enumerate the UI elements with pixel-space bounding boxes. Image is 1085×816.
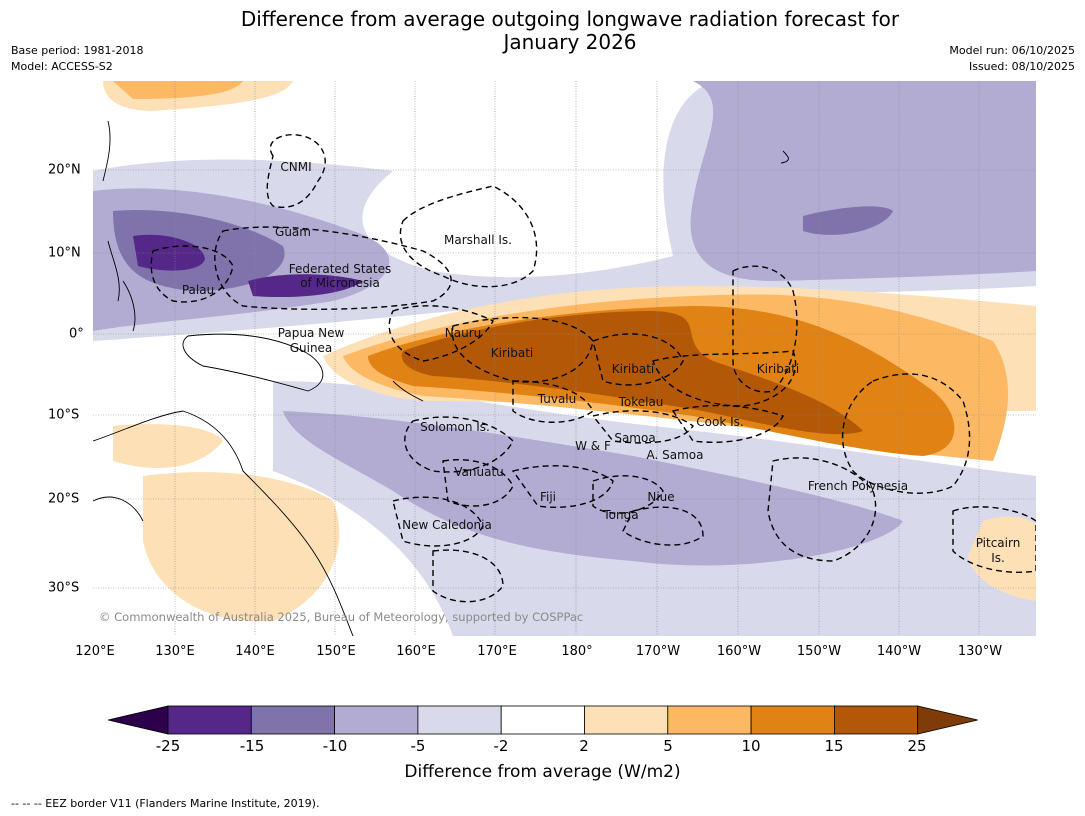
colorbar-segment-7 [667, 705, 752, 735]
colorbar-segment-8 [750, 705, 835, 735]
colorbar-segment-4 [417, 705, 502, 735]
model-run: Model run: 06/10/2025 [949, 44, 1075, 57]
colorbar-segment-6 [584, 705, 669, 735]
colorbar-segments [108, 705, 978, 735]
cbar-label-7: 10 [741, 737, 761, 755]
patch-peach-southeast [968, 516, 1036, 601]
lat-tick-20s: 20°S [48, 491, 80, 507]
lon-tick-150w: 150°W [796, 644, 842, 659]
lon-tick-170e: 170°E [477, 644, 517, 659]
title-line-1: Difference from average outgoing longwav… [240, 7, 900, 31]
cbar-label-2: -10 [322, 737, 348, 755]
band-dark-orange [401, 311, 863, 435]
label-kiribati-east: Kiribati [756, 362, 800, 376]
cbar-label-1: -15 [239, 737, 265, 755]
label-kiribati-west: Kiribati [490, 346, 534, 360]
colorbar-segment-2 [250, 705, 336, 735]
chart-title: Difference from average outgoing longwav… [120, 8, 1020, 54]
colorbar-extend-low [108, 705, 169, 735]
label-samoa: Samoa [614, 431, 656, 445]
lon-tick-160w: 160°W [716, 644, 762, 659]
meta-left: Base period: 1981-2018 Model: ACCESS-S2 [11, 43, 143, 75]
eez-borders [150, 134, 1036, 603]
lat-tick-30s: 30°S [48, 580, 80, 596]
label-fiji: Fiji [539, 490, 557, 504]
label-guam: Guam [275, 225, 311, 239]
lon-tick-170w: 170°W [635, 644, 681, 659]
lon-tick-140w: 140°W [876, 644, 922, 659]
lat-tick-10s: 10°S [48, 407, 80, 423]
patch-light-orange-nw [113, 81, 243, 99]
label-tokelau: Tokelau [618, 395, 664, 409]
lon-tick-120e: 120°E [75, 644, 115, 659]
lat-tick-0: 0° [69, 326, 84, 342]
colorbar [108, 705, 978, 735]
band-dark-purple-east [803, 206, 893, 235]
cbar-label-0: -25 [155, 737, 181, 755]
label-nauru: Nauru [444, 326, 482, 340]
cbar-label-3: -5 [410, 737, 426, 755]
map-panel[interactable]: CNMI Guam Marshall Is. Federated States … [93, 81, 1036, 636]
lon-tick-150e: 150°E [316, 644, 356, 659]
cbar-label-8: 15 [824, 737, 844, 755]
label-solomon-is: Solomon Is. [420, 420, 490, 434]
band-darkest-purple-2 [248, 274, 363, 298]
label-fsm-2: of Micronesia [300, 276, 380, 290]
label-american-samoa: A. Samoa [646, 448, 704, 462]
label-tonga: Tonga [603, 508, 639, 522]
base-period: Base period: 1981-2018 [11, 44, 144, 57]
colorbar-segment-5 [500, 705, 585, 735]
label-png-1: Papua New [277, 326, 345, 340]
label-new-caledonia: New Caledonia [402, 518, 492, 532]
label-tuvalu: Tuvalu [537, 392, 577, 406]
title-line-2: January 2026 [503, 30, 637, 54]
colorbar-title: Difference from average (W/m2) [404, 762, 681, 782]
colorbar-segment-3 [334, 705, 419, 735]
label-kiribati-central: Kiribati [611, 362, 655, 376]
label-png-2: Guinea [289, 341, 333, 355]
lat-tick-10n: 10°N [48, 245, 81, 261]
lon-tick-130w: 130°W [957, 644, 1003, 659]
label-fsm-1: Federated States [288, 262, 392, 276]
coastlines [93, 120, 789, 636]
olr-anomaly-field [93, 81, 1036, 636]
model-name: Model: ACCESS-S2 [11, 60, 113, 73]
label-wallis-futuna: W & F [575, 439, 611, 453]
patch-peach-australia-2 [143, 472, 340, 622]
cbar-label-4: -2 [493, 737, 509, 755]
colorbar-extend-high [917, 705, 978, 735]
label-marshall: Marshall Is. [444, 233, 512, 247]
cbar-label-5: 2 [579, 737, 589, 755]
band-purple-north [690, 81, 1036, 281]
label-palau: Palau [181, 283, 215, 297]
label-pitcairn-2: Is. [991, 551, 1005, 565]
lon-tick-180: 180° [561, 644, 593, 659]
cbar-label-9: 25 [907, 737, 927, 755]
label-cook-is: Cook Is. [696, 415, 744, 429]
lon-tick-130e: 130°E [155, 644, 195, 659]
label-cnmi: CNMI [280, 160, 312, 174]
patch-peach-australia [113, 424, 223, 469]
cbar-label-6: 5 [663, 737, 673, 755]
label-french-polynesia: French Polynesia [807, 479, 909, 493]
label-niue: Niue [647, 490, 675, 504]
lat-tick-20n: 20°N [48, 162, 81, 178]
lon-tick-160e: 160°E [396, 644, 436, 659]
label-vanuatu: Vanuatu [454, 465, 504, 479]
label-pitcairn-1: Pitcairn [975, 536, 1021, 550]
lon-tick-140e: 140°E [235, 644, 275, 659]
issued-date: Issued: 08/10/2025 [968, 60, 1075, 73]
colorbar-segment-1 [167, 705, 252, 735]
copyright-notice: © Commonwealth of Australia 2025, Bureau… [99, 610, 584, 624]
eez-footnote: -- -- -- EEZ border V11 (Flanders Marine… [11, 797, 320, 810]
colorbar-segment-9 [834, 705, 919, 735]
meta-right: Model run: 06/10/2025 Issued: 08/10/2025 [949, 43, 1075, 75]
